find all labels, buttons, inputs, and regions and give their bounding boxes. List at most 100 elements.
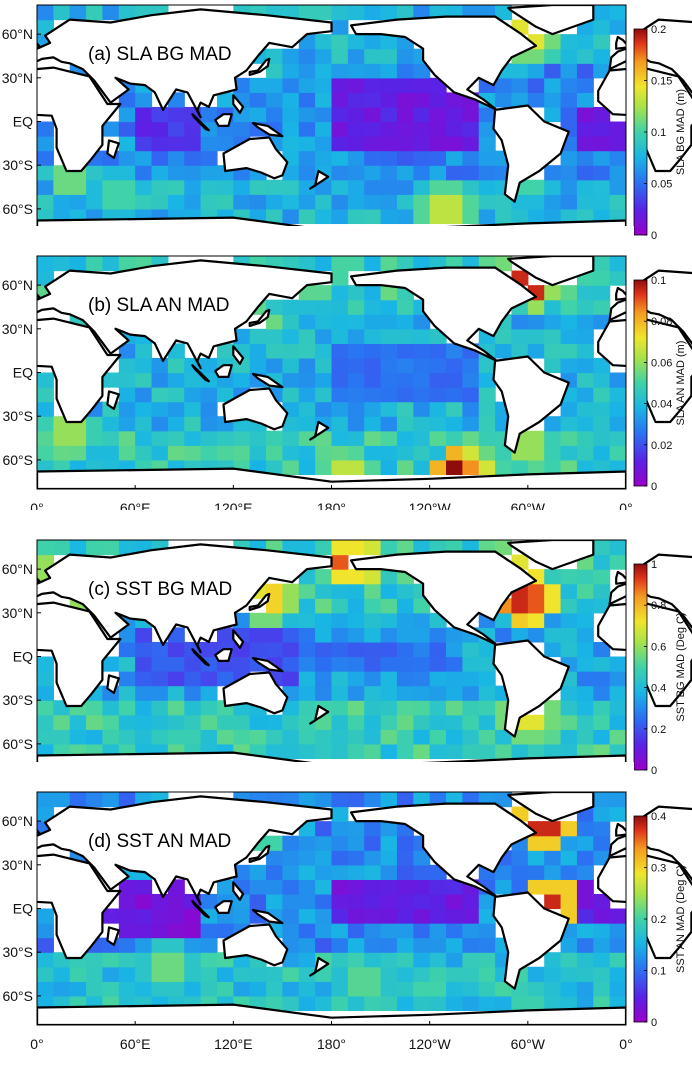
- heat-cell: [347, 372, 365, 388]
- heat-cell: [216, 92, 234, 108]
- heat-cell: [86, 700, 104, 716]
- y-tick-label: EQ: [13, 114, 33, 130]
- heat-cell: [380, 908, 398, 924]
- heat-cell: [331, 641, 349, 658]
- heat-cell: [266, 835, 284, 851]
- heat-cell: [298, 372, 316, 388]
- heat-cell: [429, 952, 447, 968]
- heat-cell: [37, 714, 54, 730]
- heat-cell: [478, 165, 496, 181]
- heat-cell: [576, 401, 594, 417]
- heat-cell: [544, 314, 562, 330]
- heat-cell: [315, 5, 333, 21]
- heat-cell: [331, 121, 349, 137]
- heat-cell: [135, 937, 153, 953]
- heat-cell: [560, 150, 578, 166]
- heat-cell: [86, 445, 104, 461]
- heat-cell: [102, 966, 120, 982]
- y-tick-label: 60°N: [2, 26, 33, 42]
- heat-cell: [560, 981, 578, 997]
- heat-cell: [593, 5, 611, 21]
- heat-cell: [200, 106, 218, 123]
- heat-cell: [282, 63, 300, 79]
- heat-cell: [495, 612, 513, 628]
- heat-cell: [576, 743, 594, 760]
- heat-cell: [560, 208, 578, 225]
- heat-cell: [37, 729, 54, 745]
- heat-cell: [609, 806, 627, 822]
- heat-cell: [576, 893, 594, 910]
- heat-cell: [184, 387, 202, 403]
- heat-cell: [413, 416, 431, 432]
- heat-cell: [331, 357, 349, 374]
- heat-cell: [282, 136, 300, 152]
- heat-cell: [282, 5, 300, 21]
- mask-left: [0, 226, 37, 519]
- heat-cell: [331, 445, 349, 461]
- heat-cell: [249, 641, 267, 658]
- heat-cell: [331, 627, 349, 643]
- heat-cell: [364, 729, 382, 745]
- heat-cell: [69, 540, 87, 556]
- heat-cell: [151, 357, 169, 374]
- heat-cell: [315, 343, 333, 359]
- colorbar-gradient: [633, 563, 648, 771]
- heat-cell: [396, 743, 414, 760]
- heat-cell: [86, 540, 104, 556]
- heat-cell: [151, 150, 169, 166]
- heat-cell: [576, 612, 594, 628]
- heat-cell: [364, 401, 382, 417]
- heat-cell: [347, 966, 365, 982]
- heat-cell: [593, 598, 611, 614]
- heat-cell: [315, 879, 333, 895]
- heat-cell: [331, 879, 349, 895]
- heat-cell: [396, 150, 414, 166]
- heat-cell: [560, 63, 578, 79]
- heat-cell: [184, 952, 202, 968]
- heat-cell: [184, 416, 202, 432]
- heat-cell: [331, 343, 349, 359]
- heat-cell: [446, 879, 463, 895]
- heat-cell: [609, 700, 627, 716]
- heat-cell: [429, 700, 447, 716]
- heat-cell: [380, 208, 398, 225]
- heat-cell: [380, 864, 398, 880]
- coastline-australia: [222, 387, 289, 431]
- heat-cell: [576, 656, 594, 672]
- heat-cell: [282, 952, 300, 968]
- x-tick-label: 120°W: [409, 1036, 452, 1052]
- heat-cell: [396, 864, 414, 880]
- heat-cell: [560, 627, 578, 643]
- heat-cell: [200, 685, 218, 701]
- heat-cell: [380, 136, 398, 152]
- heat-cell: [118, 165, 136, 181]
- heat-cell: [413, 981, 431, 997]
- heat-cell: [396, 416, 414, 432]
- heat-cell: [462, 981, 480, 997]
- heat-cell: [298, 743, 316, 760]
- heat-cell: [86, 981, 104, 997]
- heat-cell: [495, 208, 513, 225]
- heat-cell: [69, 966, 87, 982]
- heat-cell: [462, 952, 480, 968]
- heat-cell: [429, 937, 447, 953]
- heat-cell: [429, 150, 447, 166]
- heat-cell: [609, 387, 627, 403]
- heat-cell: [184, 165, 202, 181]
- heat-cell: [560, 285, 578, 301]
- heat-cell: [544, 641, 562, 658]
- heat-cell: [249, 92, 267, 108]
- heat-cell: [167, 923, 185, 939]
- map-panel-1: 60°N 30°N EQ 30°S 60°S (a) SLA BG MAD 0 0.05 0.1…: [0, 0, 692, 268]
- heat-cell: [446, 952, 463, 968]
- heat-cell: [167, 179, 185, 195]
- heat-cell: [364, 981, 382, 997]
- colorbar-label: SLA AN MAD (m): [675, 341, 687, 426]
- heat-cell: [560, 864, 578, 880]
- heat-cell: [118, 937, 136, 953]
- heat-cell: [413, 671, 431, 687]
- heat-cell: [396, 952, 414, 968]
- heat-cell: [282, 850, 300, 866]
- heat-cell: [544, 194, 562, 210]
- heat-cell: [380, 612, 398, 628]
